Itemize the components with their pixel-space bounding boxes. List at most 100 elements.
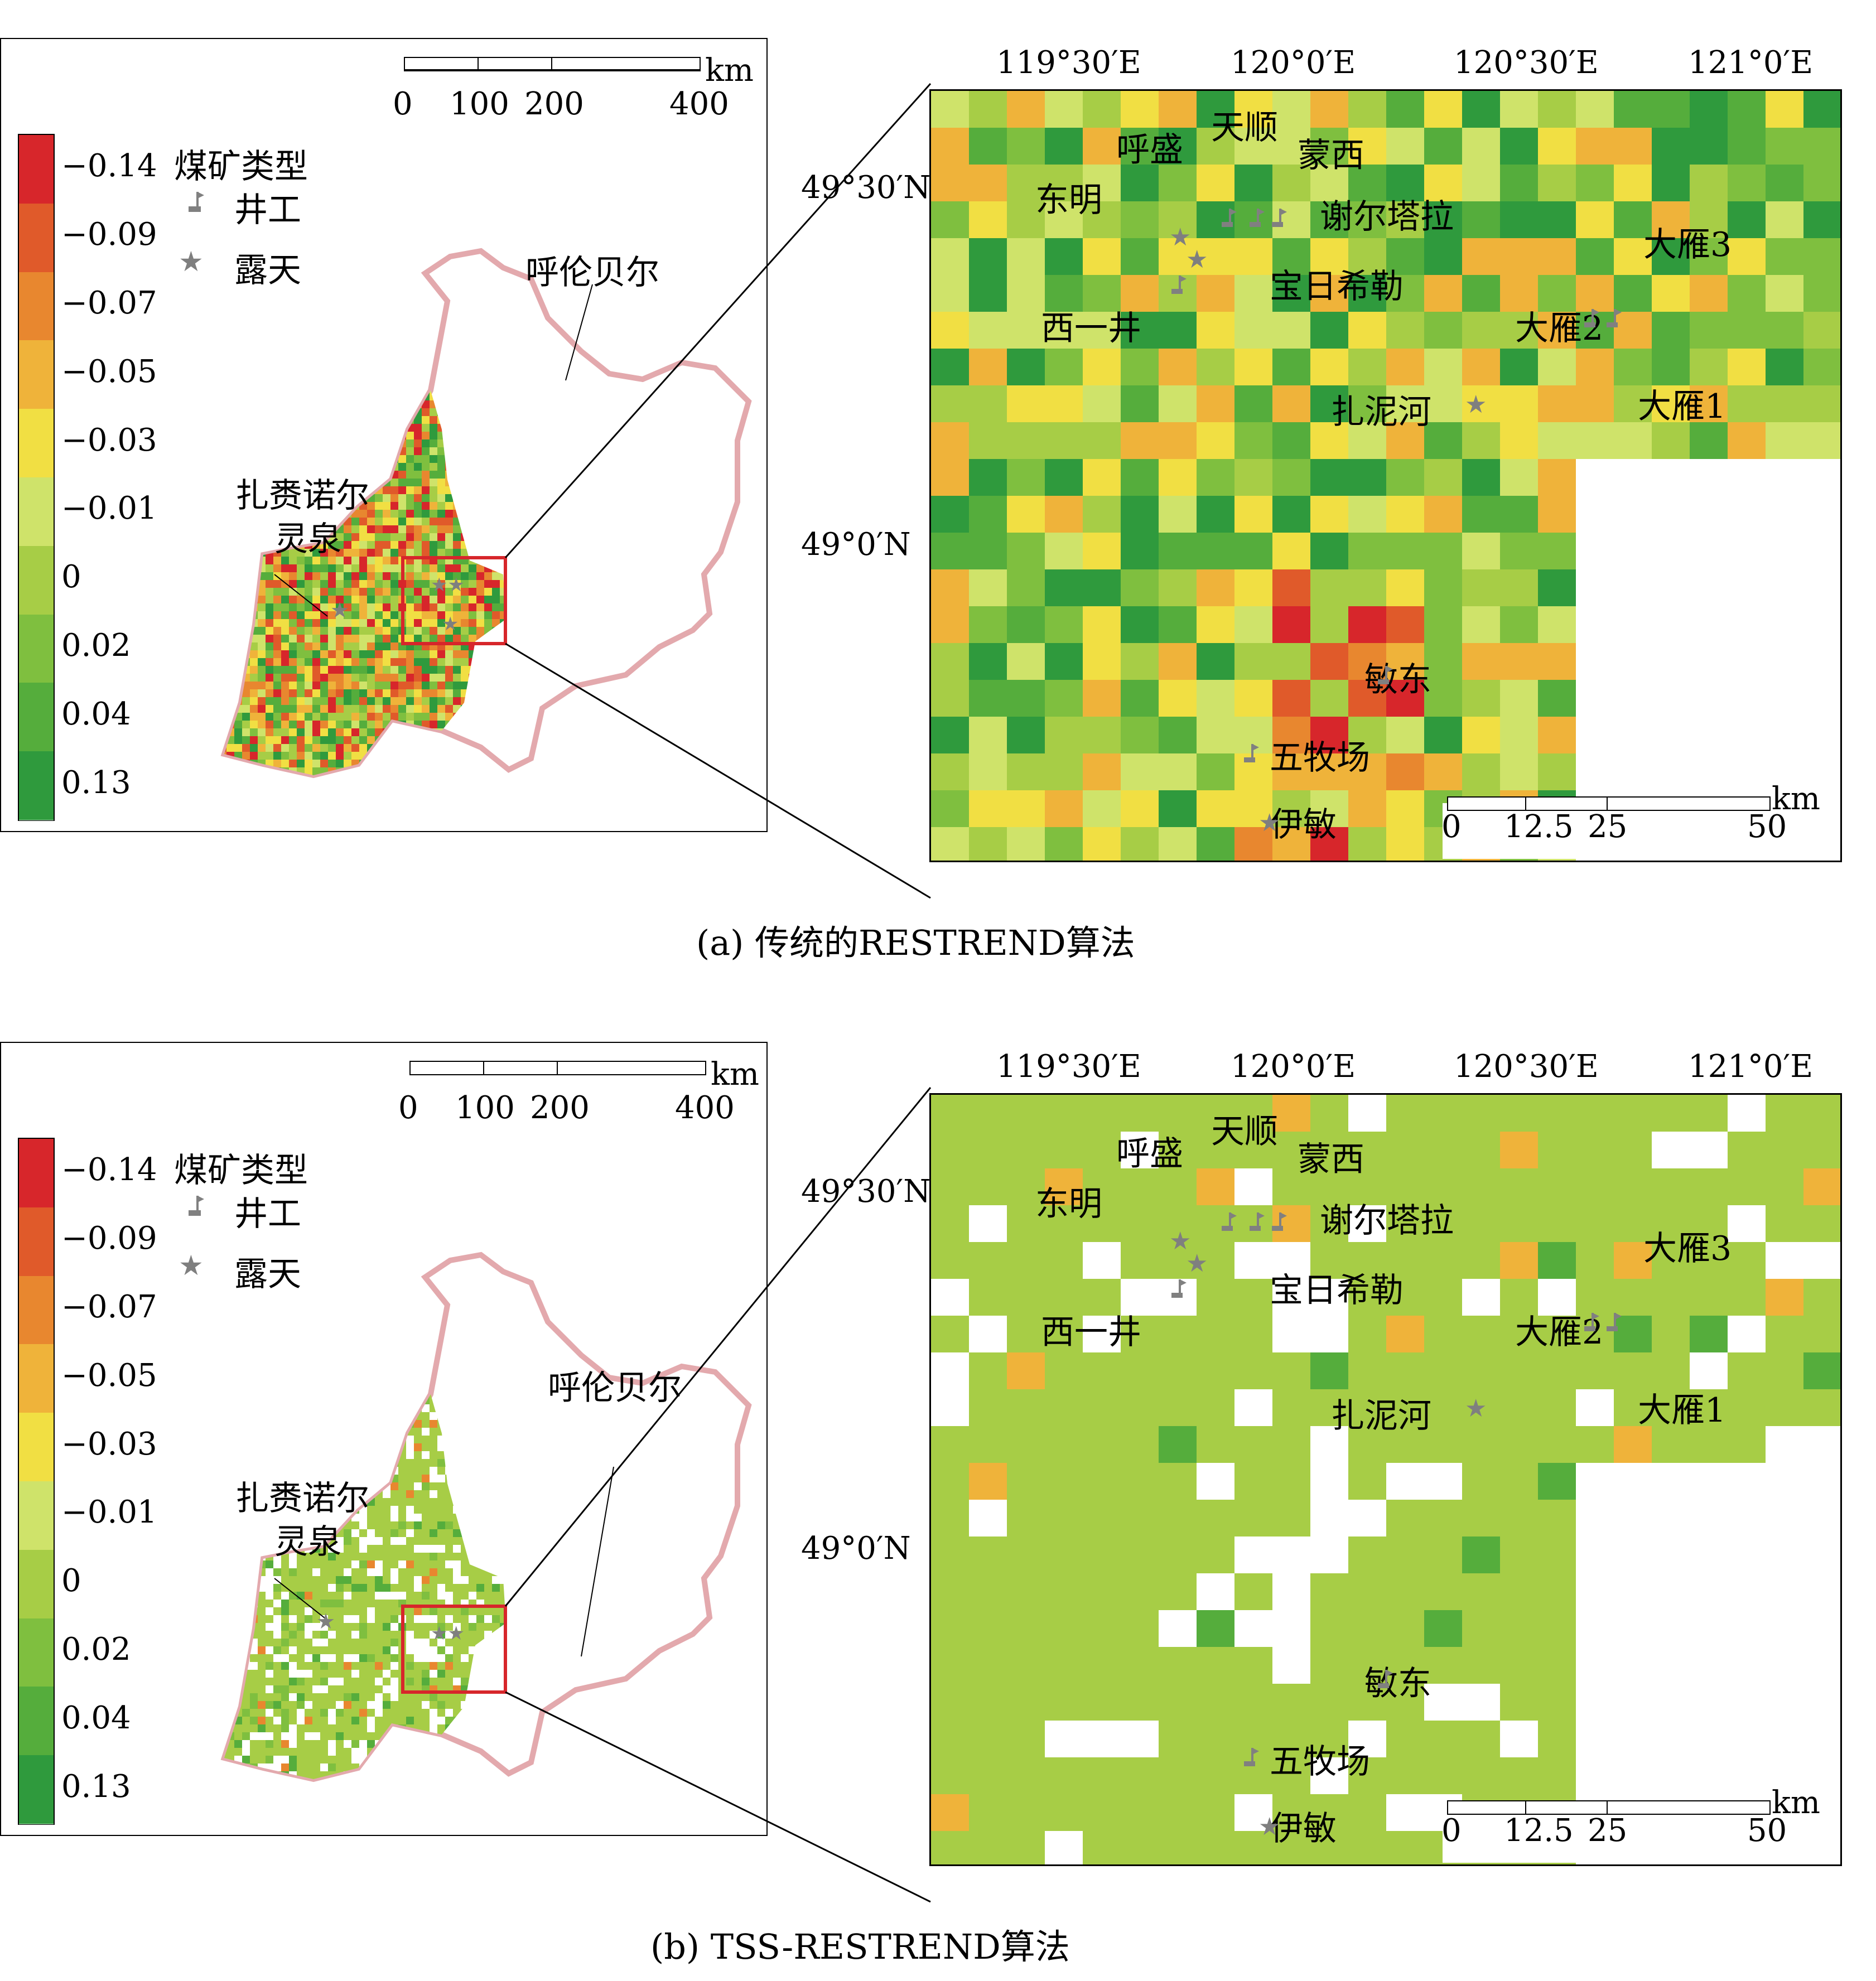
zoom-scale-tick-2: 25	[1588, 809, 1628, 845]
underground-mine-flag-icon	[1242, 742, 1262, 766]
legend-swatch-5	[19, 477, 54, 547]
mine-type-label-0: 井工	[234, 191, 301, 230]
legend-value-3: −0.05	[61, 1357, 157, 1394]
underground-mine-flag-icon	[1582, 1311, 1602, 1335]
legend-value-7: 0.02	[61, 627, 131, 664]
mine-label-da-yan-2: 大雁2	[1515, 1313, 1604, 1352]
overview-map-b: 0 100 200 400 km 煤矿类型 井工 ★ 露天 ★ ★★	[0, 1042, 932, 1903]
zoom-scale-tick-3: 50	[1747, 1813, 1787, 1849]
overview-scale-bar-b	[409, 1061, 706, 1094]
open-pit-star-icon: ★	[179, 245, 204, 278]
zoom-extent-box-b	[401, 1605, 507, 1694]
zoom-scale-tick-2: 25	[1588, 1813, 1628, 1849]
legend-swatch-8	[19, 683, 54, 752]
lat-label-1: 49°0′N	[801, 1530, 911, 1567]
overview-scale-unit-b: km	[711, 1056, 760, 1093]
mine-label-zha-ni-he: 扎泥河	[1331, 1397, 1431, 1436]
mine-label-hu-sheng: 呼盛	[1116, 1134, 1183, 1173]
mine-label-min-dong: 敏东	[1364, 1664, 1431, 1703]
mine-label-yi-min: 伊敏	[1270, 1809, 1337, 1848]
mine-label-wu-mu-chang: 五牧场	[1270, 1742, 1370, 1781]
legend-swatch-5	[19, 1481, 54, 1550]
legend-swatch-7	[19, 1618, 54, 1688]
legend-swatch-1	[19, 203, 54, 273]
legend-value-9: 0.13	[61, 1768, 131, 1805]
open-pit-star-icon: ★	[179, 1249, 204, 1282]
legend-swatch-3	[19, 340, 54, 410]
svg-text:★: ★	[442, 613, 459, 635]
overview-region-b: ★ ★★	[220, 1087, 932, 1903]
legend-value-5: −0.01	[61, 1494, 157, 1531]
lon-label-2: 120°30′E	[1454, 1049, 1599, 1085]
site-label-line2-b: 灵泉	[274, 1523, 341, 1562]
mine-label-da-yan-1: 大雁1	[1638, 387, 1727, 426]
mine-label-bao-ri-xi-le: 宝日希勒	[1270, 1271, 1404, 1310]
underground-mine-flag-icon	[1247, 1210, 1267, 1235]
lat-label-0: 49°30′N	[801, 1173, 931, 1210]
overview-scale-tick-0: 0	[393, 86, 413, 122]
legend-swatch-9	[19, 751, 54, 820]
underground-mine-flag-icon	[1219, 206, 1240, 231]
legend-value-6: 0	[61, 1563, 81, 1600]
zoom-map-a	[929, 89, 1842, 862]
legend-value-8: 0.04	[61, 1699, 131, 1736]
underground-mine-flag-icon	[1376, 1668, 1396, 1692]
mine-label-xie-er-ta-la: 谢尔塔拉	[1320, 1201, 1454, 1240]
zoom-scale-tick-0: 0	[1441, 809, 1462, 845]
lon-label-1: 120°0′E	[1231, 45, 1356, 81]
caption-a: (a) 传统的RESTREND算法	[696, 922, 1135, 963]
mine-label-hu-sheng: 呼盛	[1116, 131, 1183, 170]
overview-scale-tick-0-b: 0	[398, 1090, 418, 1126]
site-label-line1-b: 扎赉诺尔	[235, 1479, 369, 1518]
svg-text:★: ★	[316, 1609, 335, 1634]
open-pit-star-icon: ★	[1465, 390, 1487, 419]
legend-swatch-9	[19, 1755, 54, 1824]
legend-value-9: 0.13	[61, 764, 131, 801]
zoom-scale-tick-1: 12.5	[1504, 1813, 1574, 1849]
lat-label-1: 49°0′N	[801, 526, 911, 563]
lon-label-0: 119°30′E	[996, 45, 1141, 81]
mine-label-dong-ming: 东明	[1035, 1185, 1102, 1224]
open-pit-star-icon: ★	[1258, 1813, 1281, 1841]
zoom-overlay-a	[929, 89, 1839, 859]
overview-scale-tick-2-b: 200	[530, 1090, 590, 1126]
legend-swatch-6	[19, 1549, 54, 1619]
lon-label-3: 121°0′E	[1688, 45, 1814, 81]
mine-label-da-yan-1: 大雁1	[1638, 1391, 1727, 1430]
open-pit-star-icon: ★	[1186, 1249, 1208, 1278]
svg-text:★★: ★★	[431, 574, 465, 596]
mine-label-meng-xi: 蒙西	[1298, 136, 1364, 175]
mine-label-yi-min: 伊敏	[1270, 805, 1337, 844]
overview-scale-tick-2: 200	[524, 86, 584, 122]
mine-type-label-0-b: 井工	[234, 1195, 301, 1234]
legend-title: 煤矿类型	[174, 147, 308, 186]
mine-label-xie-er-ta-la: 谢尔塔拉	[1320, 197, 1454, 236]
open-pit-star-icon: ★	[1465, 1394, 1487, 1423]
site-label-line1-a: 扎赉诺尔	[235, 476, 369, 515]
zoom-scale-tick-0: 0	[1441, 1813, 1462, 1849]
overview-scale-tick-1-b: 100	[455, 1090, 515, 1126]
zoom-scale-unit: km	[1772, 781, 1821, 817]
legend-value-6: 0	[61, 559, 81, 596]
underground-mine-flag-icon	[1376, 664, 1396, 688]
legend-value-0: −0.14	[61, 148, 157, 185]
legend-swatch-0	[19, 1139, 54, 1208]
legend-value-1: −0.09	[61, 216, 157, 253]
legend-swatch-7	[19, 614, 54, 684]
underground-mine-flag-icon	[1604, 1311, 1624, 1335]
open-pit-star-icon: ★	[1186, 245, 1208, 274]
svg-text:★: ★	[330, 598, 349, 622]
underground-mine-flag-icon	[1247, 206, 1267, 231]
legend-title-b: 煤矿类型	[174, 1151, 308, 1190]
caption-b: (b) TSS-RESTREND算法	[650, 1926, 1070, 1967]
legend-swatch-1	[19, 1207, 54, 1277]
zoom-map-b	[929, 1093, 1842, 1866]
legend-value-4: −0.03	[61, 422, 157, 458]
region-label-b: 呼伦贝尔	[548, 1369, 682, 1408]
open-pit-star-icon: ★	[1169, 1227, 1192, 1255]
mine-label-xi-yi-jing: 西一井	[1041, 309, 1141, 348]
underground-mine-flag-icon	[1169, 1277, 1189, 1302]
underground-mine-flag-icon	[185, 1194, 208, 1221]
overview-scale-tick-3-b: 400	[675, 1090, 735, 1126]
lon-label-3: 121°0′E	[1688, 1049, 1814, 1085]
